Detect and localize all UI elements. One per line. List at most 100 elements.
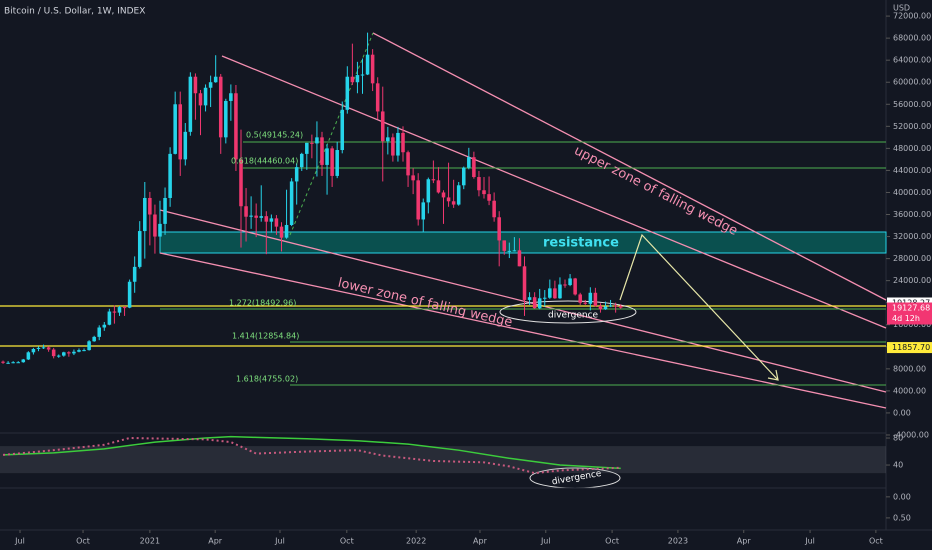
y-tick-label: 36000.00 xyxy=(893,210,931,219)
candle-body xyxy=(72,351,76,354)
candle-body xyxy=(522,266,527,300)
candle-body xyxy=(299,153,304,168)
candle-body xyxy=(137,231,142,267)
x-tick-label: 2022 xyxy=(406,537,426,546)
price-label: 11857.70 xyxy=(892,343,930,352)
candle-body xyxy=(330,148,334,176)
candle-body xyxy=(77,350,81,352)
indicator-tick-label: 80 xyxy=(893,434,903,443)
candle-body xyxy=(16,362,20,364)
y-tick-label: 68000.00 xyxy=(893,34,931,43)
x-tick-label: Jul xyxy=(540,537,551,546)
candle-body xyxy=(36,347,41,349)
candle-body xyxy=(512,250,517,252)
x-tick-label: Apr xyxy=(737,537,752,546)
candle-body xyxy=(67,352,71,354)
candle-body xyxy=(593,292,598,307)
candle-body xyxy=(441,192,446,198)
candle-body xyxy=(31,348,36,353)
candle-body xyxy=(608,305,613,307)
candle-body xyxy=(548,288,552,298)
candle-body xyxy=(421,202,426,220)
candle-body xyxy=(117,307,122,313)
candle-body xyxy=(588,292,593,304)
candle-body xyxy=(294,167,299,182)
candle-body xyxy=(598,306,603,310)
candle-body xyxy=(467,157,471,168)
candle-body xyxy=(563,284,567,286)
candle-body xyxy=(163,197,167,224)
y-tick-label: 24000.00 xyxy=(893,276,931,285)
y-tick-label: 52000.00 xyxy=(893,122,931,131)
y-tick-label: 16000.00 xyxy=(893,320,931,329)
candle-body xyxy=(325,148,329,165)
candle-body xyxy=(203,87,208,106)
candle-body xyxy=(345,76,350,110)
candle-body xyxy=(178,104,183,160)
candle-body xyxy=(284,224,289,238)
candle-body xyxy=(446,197,451,202)
indicator-tick-label: 0.50 xyxy=(893,513,911,522)
candle-body xyxy=(51,349,56,357)
candle-body xyxy=(249,215,253,217)
x-tick-label: 2021 xyxy=(140,537,160,546)
y-tick-label: 28000.00 xyxy=(893,254,931,263)
candle-body xyxy=(613,305,618,307)
candle-body xyxy=(553,288,557,299)
candle-body xyxy=(426,179,431,203)
candle-body xyxy=(391,137,395,156)
candle-body xyxy=(82,350,86,352)
y-tick-label: 44000.00 xyxy=(893,166,931,175)
price-label-box xyxy=(887,302,932,325)
candle-body xyxy=(461,167,466,186)
y-tick-label: 56000.00 xyxy=(893,100,931,109)
candle-body xyxy=(396,132,400,156)
candle-body xyxy=(264,216,269,222)
candle-body xyxy=(320,137,324,165)
y-tick-label: 60000.00 xyxy=(893,78,931,87)
candle-body xyxy=(411,175,415,181)
candle-body xyxy=(97,327,102,337)
candle-body xyxy=(497,217,501,241)
x-tick-label: Apr xyxy=(208,537,223,546)
candle-body xyxy=(375,83,380,112)
candle-body xyxy=(370,54,375,84)
mid-trendline xyxy=(221,55,887,329)
x-tick-label: Oct xyxy=(605,537,619,546)
candle-body xyxy=(87,341,91,351)
candle-body xyxy=(26,352,31,360)
candle-body xyxy=(239,159,243,207)
candle-body xyxy=(436,180,441,193)
candle-body xyxy=(386,137,390,142)
candle-body xyxy=(558,284,562,299)
candle-body xyxy=(310,142,314,144)
candle-body xyxy=(173,104,177,154)
candle-body xyxy=(568,278,572,286)
fib-lines xyxy=(160,141,886,386)
y-tick-label: 0.00 xyxy=(893,408,911,417)
y-tick-label: 48000.00 xyxy=(893,144,931,153)
resistance-zone xyxy=(159,231,887,254)
fib-label: 0.5(49145.24) xyxy=(246,131,303,140)
x-tick-label: Jul xyxy=(804,537,815,546)
price-label: 19127.68 xyxy=(892,304,930,313)
candle-body xyxy=(340,109,345,151)
candle-body xyxy=(456,185,461,205)
x-tick-label: Oct xyxy=(869,537,883,546)
fib-label: 1.414(12854.84) xyxy=(232,332,299,341)
x-tick-label: Oct xyxy=(340,537,354,546)
candle-body xyxy=(360,74,365,76)
candle-body xyxy=(41,347,46,349)
candle-body xyxy=(472,157,476,178)
candle-body xyxy=(127,281,132,308)
fib-label: 0.618(44460.04) xyxy=(231,157,298,166)
candle-body xyxy=(158,223,162,237)
x-tick-label: 2023 xyxy=(668,537,688,546)
candle-body xyxy=(492,200,496,218)
candle-body xyxy=(335,150,339,176)
x-tick-label: Oct xyxy=(76,537,90,546)
candle-body xyxy=(365,54,370,75)
candle-body xyxy=(451,201,456,205)
